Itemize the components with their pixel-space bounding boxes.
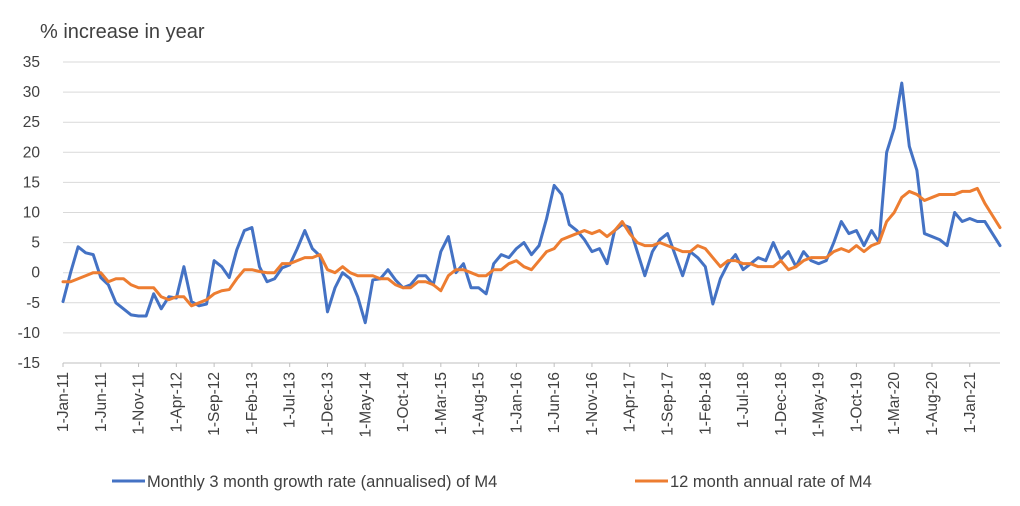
x-tick-label: 1-Dec-13 xyxy=(319,372,336,436)
x-tick-label: 1-Jan-11 xyxy=(55,372,72,432)
x-tick-label: 1-Dec-18 xyxy=(773,372,790,436)
y-tick-label: -10 xyxy=(18,325,41,342)
x-tick-label: 1-Mar-20 xyxy=(886,372,903,435)
x-tick-label: 1-Oct-14 xyxy=(395,372,412,433)
x-tick-label: 1-Feb-13 xyxy=(244,372,261,435)
y-tick-label: 25 xyxy=(23,114,40,131)
y-tick-label: 10 xyxy=(23,205,41,222)
x-tick-label: 1-Aug-20 xyxy=(924,372,941,436)
gridlines xyxy=(63,61,1000,364)
series-lines xyxy=(61,81,1002,325)
x-tick-labels: 1-Jan-11 1-Jun-11 1-Nov-11 1-Apr-12 1-Sep-12… xyxy=(55,363,979,437)
series-line-m3-annualised xyxy=(61,81,1002,325)
legend-label-12m: 12 month annual rate of M4 xyxy=(670,473,872,491)
x-tick-label: 1-Mar-15 xyxy=(433,372,450,435)
y-tick-label: 35 xyxy=(23,54,40,71)
x-tick-label: 1-May-14 xyxy=(357,372,374,438)
x-tick-label: 1-Jul-18 xyxy=(735,372,752,428)
y-tick-label: -15 xyxy=(18,355,40,372)
y-tick-label: 30 xyxy=(23,84,41,101)
x-tick-label: 1-Jun-16 xyxy=(546,372,563,433)
y-tick-label: 5 xyxy=(31,235,40,252)
x-tick-label: 1-Apr-17 xyxy=(622,372,639,432)
y-tick-label: 0 xyxy=(31,265,40,282)
y-axis-title: % increase in year xyxy=(40,21,205,43)
x-tick-label: 1-Nov-16 xyxy=(584,372,601,436)
y-tick-label: -5 xyxy=(26,295,40,312)
y-tick-label: 15 xyxy=(23,174,40,191)
y-tick-labels: 35 30 25 20 15 10 5 0 -5 -10 -15 xyxy=(18,54,41,372)
x-tick-label: 1-Aug-15 xyxy=(471,372,488,436)
x-tick-label: 1-Jul-13 xyxy=(282,372,299,428)
x-tick-label: 1-Oct-19 xyxy=(848,372,865,432)
x-tick-label: 1-May-19 xyxy=(811,372,828,437)
x-tick-label: 1-Apr-12 xyxy=(168,372,185,432)
x-tick-label: 1-Sep-12 xyxy=(206,372,223,436)
y-tick-label: 20 xyxy=(23,144,41,161)
series-line-12m-annual xyxy=(61,186,1002,308)
x-tick-label: 1-Jan-16 xyxy=(508,372,525,433)
legend-label-m3: Monthly 3 month growth rate (annualised)… xyxy=(147,473,497,491)
x-tick-label: 1-Nov-11 xyxy=(131,372,148,435)
x-tick-label: 1-Jan-21 xyxy=(962,372,979,433)
legend: Monthly 3 month growth rate (annualised)… xyxy=(112,473,872,491)
x-tick-label: 1-Jun-11 xyxy=(93,372,110,432)
x-tick-label: 1-Feb-18 xyxy=(697,372,714,435)
x-tick-label: 1-Sep-17 xyxy=(660,372,677,436)
